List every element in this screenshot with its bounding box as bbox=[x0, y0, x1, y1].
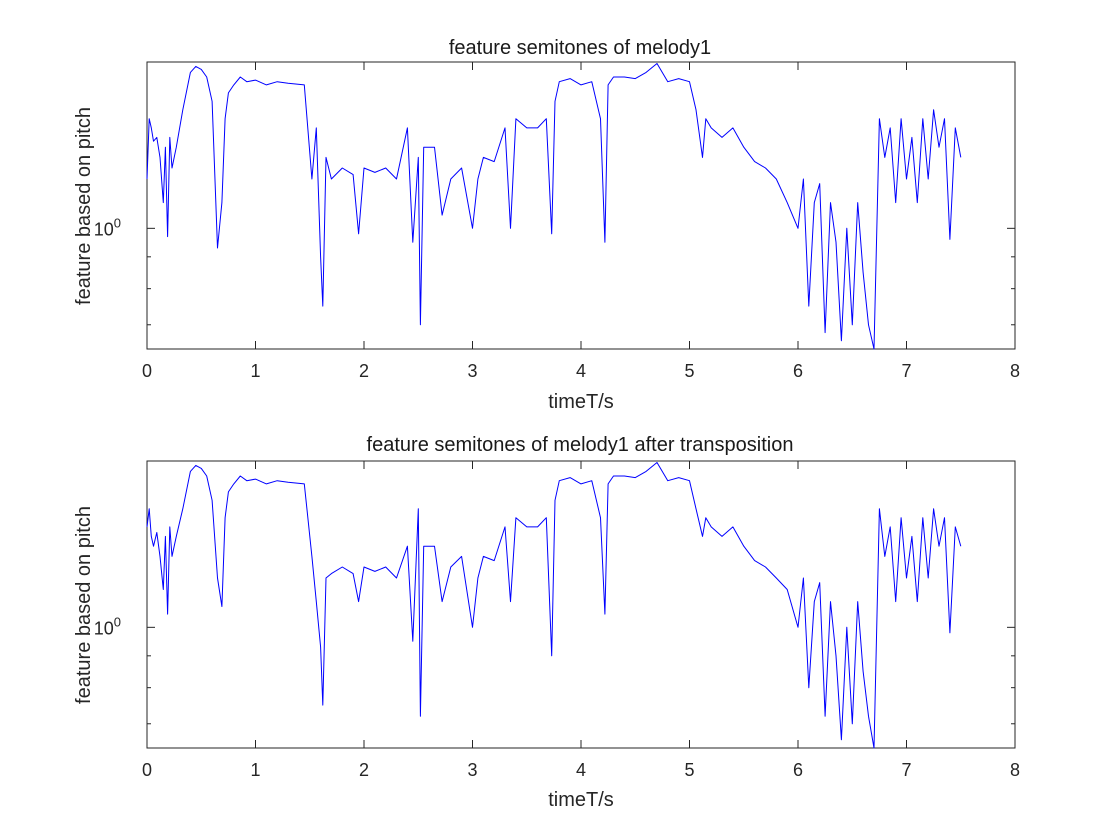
x-tick-label: 3 bbox=[467, 760, 477, 780]
y-axis-label: feature based on pitch bbox=[73, 107, 95, 305]
y-tick-label-exponent: 0 bbox=[114, 215, 121, 230]
axes-frame bbox=[146, 460, 1016, 749]
x-tick-label: 7 bbox=[901, 760, 911, 780]
y-tick-label: 100 bbox=[94, 215, 121, 239]
x-axis-label: timeT/s bbox=[548, 391, 614, 413]
x-axis-ticks: 0 1 2 3 4 5 6 7 8 bbox=[142, 461, 1020, 780]
x-tick-label: 1 bbox=[250, 361, 260, 381]
x-tick-label: 2 bbox=[359, 361, 369, 381]
x-tick-label: 5 bbox=[684, 361, 694, 381]
chart-title: feature semitones of melody1 after trans… bbox=[367, 434, 794, 456]
series-line bbox=[146, 462, 962, 749]
y-tick-label-exponent: 0 bbox=[114, 614, 121, 629]
x-tick-label: 8 bbox=[1010, 760, 1020, 780]
x-tick-label: 8 bbox=[1010, 361, 1020, 381]
x-tick-label: 6 bbox=[793, 760, 803, 780]
x-tick-label: 7 bbox=[901, 361, 911, 381]
y-axis-ticks: 100 bbox=[94, 215, 1015, 326]
y-tick-label-base: 10 bbox=[94, 219, 114, 239]
axes-frame bbox=[146, 61, 1016, 350]
x-tick-label: 5 bbox=[684, 760, 694, 780]
x-tick-label: 3 bbox=[467, 361, 477, 381]
x-tick-label: 0 bbox=[142, 760, 152, 780]
x-tick-label: 6 bbox=[793, 361, 803, 381]
series-line bbox=[146, 63, 962, 350]
chart-panel-2: feature semitones of melody1 after trans… bbox=[73, 434, 1020, 811]
x-axis-ticks: 0 1 2 3 4 5 6 7 8 bbox=[142, 62, 1020, 381]
y-tick-label-base: 10 bbox=[94, 618, 114, 638]
chart-title: feature semitones of melody1 bbox=[449, 37, 711, 59]
x-tick-label: 1 bbox=[250, 760, 260, 780]
y-axis-label: feature based on pitch bbox=[73, 506, 95, 704]
x-tick-label: 4 bbox=[576, 361, 586, 381]
x-axis-label: timeT/s bbox=[548, 789, 614, 811]
x-tick-label: 4 bbox=[576, 760, 586, 780]
x-tick-label: 2 bbox=[359, 760, 369, 780]
chart-panel-1: feature semitones of melody1 0 1 2 3 4 5 6 7 8 1… bbox=[73, 37, 1020, 413]
y-tick-label: 100 bbox=[94, 614, 121, 638]
x-tick-label: 0 bbox=[142, 361, 152, 381]
y-axis-ticks: 100 bbox=[94, 614, 1015, 725]
